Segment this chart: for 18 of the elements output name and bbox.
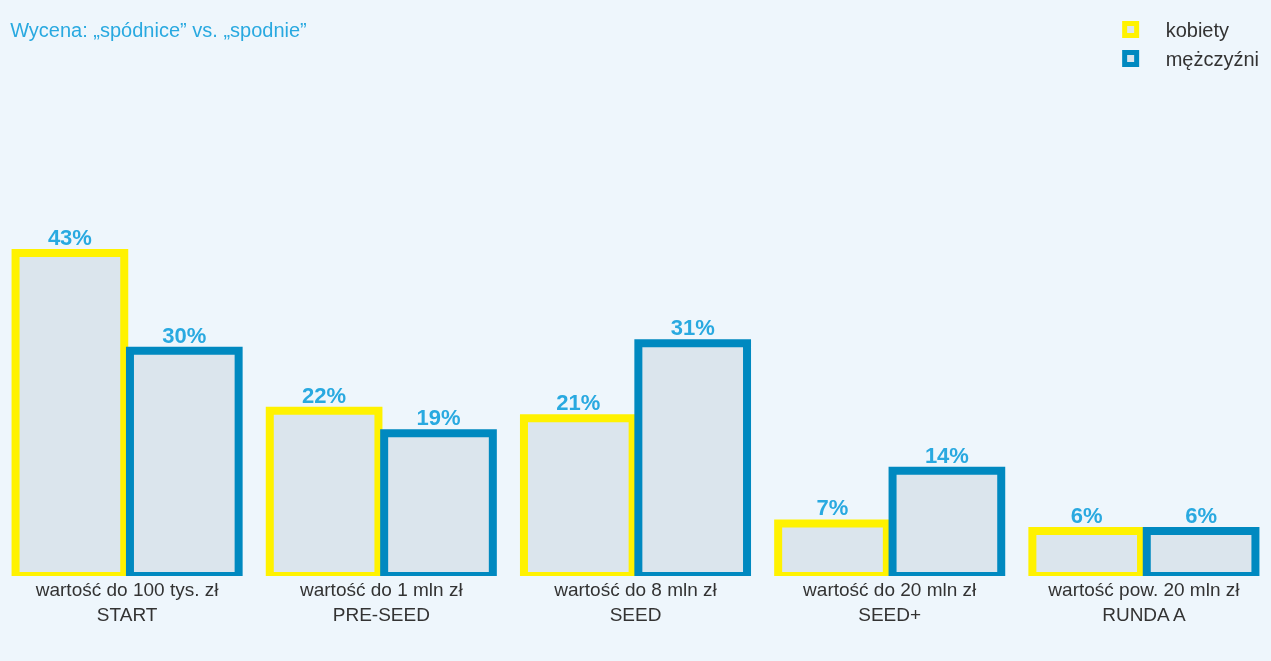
data-label: 6%	[1070, 502, 1103, 528]
data-label: 19%	[416, 405, 461, 431]
x-tick-label: wartość do 8 mln zł SEED	[553, 579, 718, 625]
data-label: 6%	[1185, 502, 1217, 528]
data-label: 22%	[302, 382, 347, 408]
data-label: 14%	[924, 442, 969, 468]
x-tick-label: wartość do 1 mln zł PRE-SEED	[298, 579, 464, 625]
legend-label: mężczyźni	[1165, 48, 1259, 71]
data-label: 21%	[556, 390, 601, 416]
data-label: 31%	[670, 315, 715, 341]
data-label: 30%	[162, 322, 207, 348]
data-label: 7%	[816, 495, 849, 521]
legend-label: kobiety	[1165, 19, 1230, 42]
chart-title: Wycena: „spódnice” vs. „spodnie”	[10, 18, 307, 41]
data-label: 43%	[47, 225, 92, 250]
x-tick-label: wartość do 20 mln zł SEED+	[802, 579, 978, 625]
x-tick-label: wartość do 100 tys. zł START	[34, 579, 220, 625]
x-tick-label: wartość pow. 20 mln zł RUNDA A	[1047, 579, 1241, 625]
